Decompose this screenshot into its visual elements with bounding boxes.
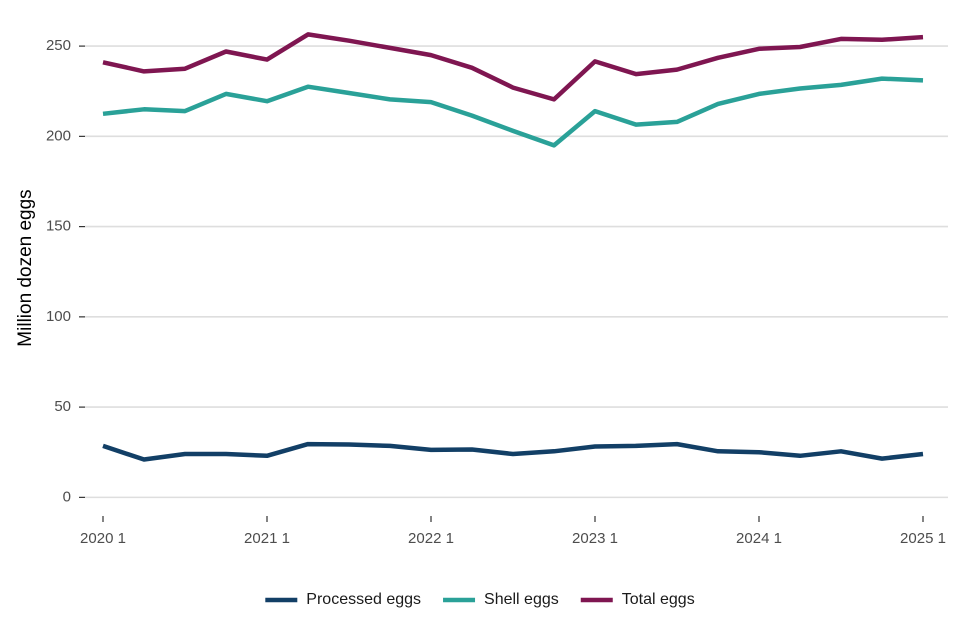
x-tick-label: 2020 1 [80, 530, 126, 547]
y-tick-label: 0 [63, 488, 71, 505]
legend-item-shell-eggs: Shell eggs [443, 591, 559, 608]
y-tick-label: 150 [46, 218, 71, 235]
series-line-shell-eggs [102, 76, 924, 148]
y-axis-title: Million dozen eggs [15, 189, 36, 346]
x-axis-ticks: 2020 1 2021 1 2022 1 2023 1 2024 1 2025 1 [80, 516, 946, 547]
y-tick-label: 200 [46, 127, 71, 144]
y-tick-label: 100 [46, 308, 71, 325]
series-lines [102, 32, 924, 462]
gridlines [85, 45, 948, 499]
x-tick-label: 2022 1 [408, 530, 454, 547]
series-line-total-eggs [102, 32, 924, 102]
series-line-processed-eggs [102, 441, 924, 462]
y-axis-ticks: 0 50 100 150 200 250 [46, 37, 85, 505]
x-tick-label: 2023 1 [572, 530, 618, 547]
legend-item-total-eggs: Total eggs [580, 591, 695, 608]
x-tick-label: 2021 1 [244, 530, 290, 547]
y-tick-label: 50 [54, 398, 71, 415]
legend-label: Shell eggs [484, 591, 559, 608]
legend-label: Processed eggs [306, 591, 421, 608]
legend-item-processed-eggs: Processed eggs [265, 591, 421, 608]
x-tick-label: 2024 1 [736, 530, 782, 547]
y-tick-label: 250 [46, 37, 71, 54]
legend-label: Total eggs [622, 591, 695, 608]
legend: Processed eggs Shell eggs Total eggs [265, 591, 695, 608]
x-tick-label: 2025 1 [900, 530, 946, 547]
